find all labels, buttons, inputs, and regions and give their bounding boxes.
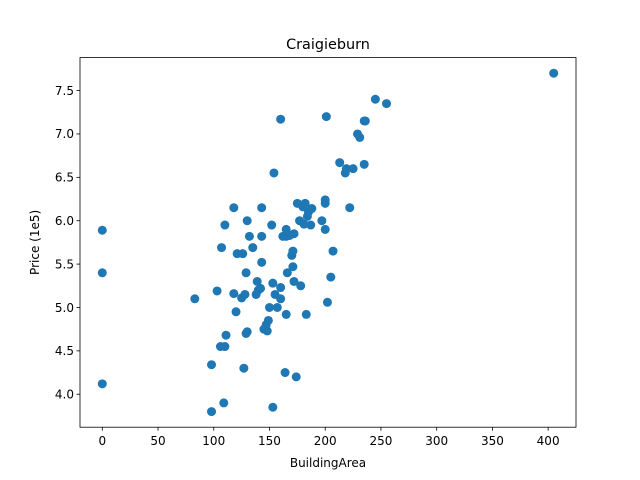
data-point <box>242 216 252 226</box>
data-point <box>288 246 298 256</box>
data-point <box>268 278 278 288</box>
data-point <box>301 309 311 319</box>
data-point <box>355 132 365 142</box>
data-point <box>268 402 278 412</box>
data-point <box>97 225 107 235</box>
x-tick-label: 150 <box>258 434 281 448</box>
data-point <box>231 307 241 317</box>
data-point <box>252 276 262 286</box>
x-tick-label: 50 <box>150 434 165 448</box>
data-point <box>239 363 249 373</box>
data-point <box>240 289 250 299</box>
y-tick-label: 4.0 <box>55 388 74 402</box>
data-point <box>306 220 316 230</box>
data-point <box>242 327 252 337</box>
data-point <box>300 198 310 208</box>
data-point <box>328 246 338 256</box>
chart-title: Craigieburn <box>286 37 370 53</box>
data-point <box>320 224 330 234</box>
data-point <box>370 94 380 104</box>
axes <box>79 57 577 428</box>
y-tick-label: 6.0 <box>55 214 74 228</box>
x-axis-label: BuildingArea <box>290 456 366 470</box>
data-point <box>345 203 355 213</box>
data-point <box>207 407 217 417</box>
data-point <box>263 315 273 325</box>
plot-frame <box>79 57 577 428</box>
data-point <box>269 168 279 178</box>
data-point <box>321 112 331 122</box>
y-tick-label: 7.5 <box>55 84 74 98</box>
y-tick-label: 5.0 <box>55 301 74 315</box>
data-point <box>276 294 286 304</box>
y-tick-label: 5.5 <box>55 257 74 271</box>
y-tick-label: 4.5 <box>55 344 74 358</box>
data-point <box>341 164 351 174</box>
data-point <box>256 283 266 293</box>
x-tick-label: 400 <box>537 434 560 448</box>
data-point <box>97 268 107 278</box>
data-point <box>326 272 336 282</box>
data-point <box>241 268 251 278</box>
x-tick-label: 0 <box>98 434 106 448</box>
data-point <box>220 220 230 230</box>
data-point <box>264 302 274 312</box>
data-point <box>335 158 345 168</box>
data-point <box>217 243 227 253</box>
data-point <box>262 326 272 336</box>
data-point <box>248 243 258 253</box>
data-point <box>360 116 370 126</box>
y-tick-label: 7.0 <box>55 127 74 141</box>
data-point <box>289 229 299 239</box>
data-points <box>97 68 559 417</box>
data-point <box>207 360 217 370</box>
data-point <box>229 289 239 299</box>
data-point <box>280 368 290 378</box>
x-tick-label: 350 <box>481 434 504 448</box>
y-axis-label: Price (1e5) <box>28 210 42 275</box>
data-point <box>257 231 267 241</box>
data-point <box>359 159 369 169</box>
data-point <box>272 302 282 312</box>
x-tick-label: 200 <box>314 434 337 448</box>
data-point <box>257 257 267 267</box>
data-point <box>267 220 277 230</box>
data-point <box>281 309 291 319</box>
y-axis-ticks: 4.0 4.5 5.0 5.5 6.0 6.5 7.0 7.5 <box>55 84 80 402</box>
data-point <box>276 114 286 124</box>
data-point <box>291 372 301 382</box>
data-point <box>221 330 231 340</box>
data-point <box>296 281 306 291</box>
data-point <box>382 99 392 109</box>
data-point <box>257 203 267 213</box>
data-point <box>320 198 330 208</box>
data-point <box>317 216 327 226</box>
y-tick-label: 6.5 <box>55 171 74 185</box>
data-point <box>190 294 200 304</box>
data-point <box>322 297 332 307</box>
data-point <box>289 276 299 286</box>
data-point <box>276 283 286 293</box>
data-point <box>288 262 298 272</box>
data-point <box>299 219 309 229</box>
data-point <box>97 379 107 389</box>
x-axis-ticks: 0 50 100 150 200 250 300 350 400 <box>98 427 560 448</box>
data-point <box>219 398 229 408</box>
data-point <box>220 342 230 352</box>
data-point <box>212 286 222 296</box>
data-point <box>238 249 248 259</box>
data-point <box>307 204 317 214</box>
data-point <box>348 164 358 174</box>
x-tick-label: 300 <box>425 434 448 448</box>
data-point <box>549 68 559 78</box>
x-tick-label: 100 <box>202 434 225 448</box>
data-point <box>282 268 292 278</box>
data-point <box>229 203 239 213</box>
x-tick-label: 250 <box>369 434 392 448</box>
data-point <box>244 231 254 241</box>
